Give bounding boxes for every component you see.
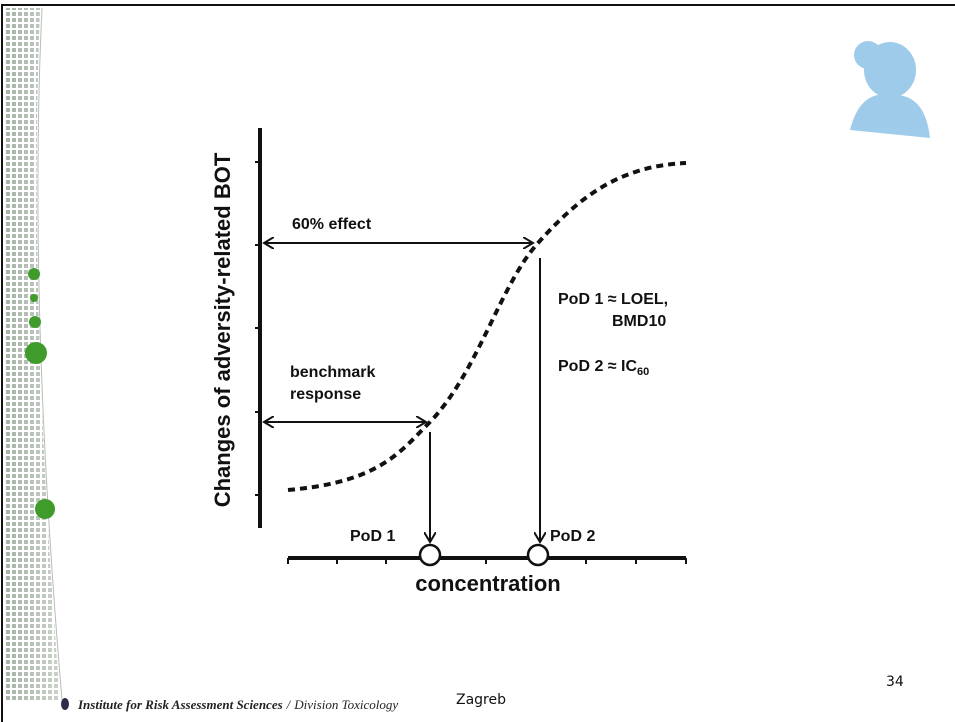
dose-response-curve [287,161,687,492]
footer-bullet [61,698,69,710]
y-ticks [255,161,260,496]
page-number: 34 [886,674,904,690]
benchmark-label: response [290,386,361,403]
pod2-definition-subscript: 60 [637,366,649,378]
institute: Institute for Risk Assessment Sciences [77,697,283,712]
pod1-circle [418,543,442,567]
pod2-definition-text: PoD 2 ≈ IC [558,358,637,375]
effect-label: 60% effect [292,216,372,233]
decor-dots [25,268,55,519]
pod2-definition: PoD 2 ≈ IC60 [558,358,649,378]
footer-institute: Institute for Risk Assessment Sciences / D… [77,697,398,712]
x-ticks [287,558,687,564]
benchmark-label: benchmark [290,364,375,381]
pod2-circle [526,543,550,567]
portrait-logo [850,41,930,138]
x-axis-label: concentration [415,571,560,596]
separator: / [286,697,292,712]
decor-line [37,7,63,701]
frame [1,4,955,722]
pod1-definition: BMD10 [612,313,666,330]
division: Division Toxicology [293,697,398,712]
y-axis-label: Changes of adversity-related BOT [210,152,235,507]
pod2-label: PoD 2 [550,528,595,545]
pod1-label: PoD 1 [350,528,395,545]
pod1-definition: PoD 1 ≈ LOEL, [558,291,668,308]
footer-location: Zagreb [456,692,506,708]
